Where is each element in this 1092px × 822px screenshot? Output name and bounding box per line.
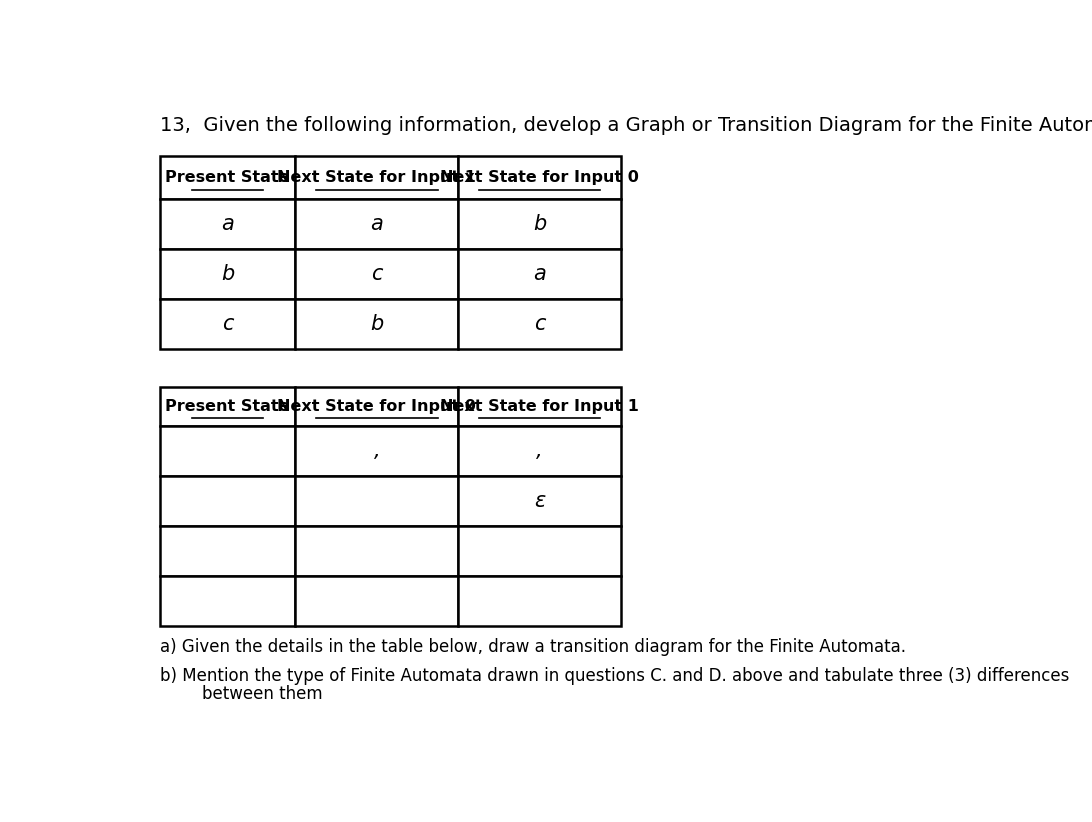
Bar: [159, 199, 295, 249]
Text: c: c: [222, 314, 234, 334]
Bar: [295, 426, 459, 476]
Text: ,: ,: [536, 441, 543, 461]
Text: b: b: [221, 264, 234, 284]
Bar: [295, 156, 459, 199]
Text: Next State for Input 1: Next State for Input 1: [277, 170, 476, 185]
Bar: [159, 576, 295, 626]
Text: Present State: Present State: [165, 170, 289, 185]
Bar: [159, 249, 295, 299]
Bar: [159, 526, 295, 576]
Bar: [459, 156, 621, 199]
Text: c: c: [371, 264, 382, 284]
Bar: [159, 476, 295, 526]
Bar: [295, 199, 459, 249]
Text: b) Mention the type of Finite Automata drawn in questions C. and D. above and ta: b) Mention the type of Finite Automata d…: [159, 667, 1069, 685]
Bar: [159, 426, 295, 476]
Bar: [459, 426, 621, 476]
Text: a: a: [222, 214, 234, 233]
Text: Next State for Input 0: Next State for Input 0: [440, 170, 639, 185]
Text: Present State: Present State: [165, 399, 289, 414]
Bar: [295, 249, 459, 299]
Text: Next State for Input 1: Next State for Input 1: [440, 399, 639, 414]
Bar: [459, 476, 621, 526]
Text: c: c: [534, 314, 545, 334]
Bar: [159, 299, 295, 349]
Bar: [295, 476, 459, 526]
Bar: [295, 526, 459, 576]
Text: Next State for Input 0: Next State for Input 0: [277, 399, 476, 414]
Bar: [459, 199, 621, 249]
Text: b: b: [533, 214, 546, 233]
Bar: [459, 576, 621, 626]
Text: a: a: [370, 214, 383, 233]
Bar: [459, 387, 621, 426]
Bar: [159, 156, 295, 199]
Text: b: b: [370, 314, 383, 334]
Text: ε: ε: [534, 491, 545, 511]
Bar: [295, 299, 459, 349]
Bar: [459, 526, 621, 576]
Text: 13,  Given the following information, develop a Graph or Transition Diagram for : 13, Given the following information, dev…: [159, 116, 1092, 135]
Text: ,: ,: [373, 441, 380, 461]
Text: a) Given the details in the table below, draw a transition diagram for the Finit: a) Given the details in the table below,…: [159, 638, 905, 656]
Bar: [159, 387, 295, 426]
Bar: [295, 387, 459, 426]
Bar: [459, 299, 621, 349]
Bar: [295, 576, 459, 626]
Text: between them: between them: [159, 686, 322, 704]
Bar: [459, 249, 621, 299]
Text: a: a: [533, 264, 546, 284]
